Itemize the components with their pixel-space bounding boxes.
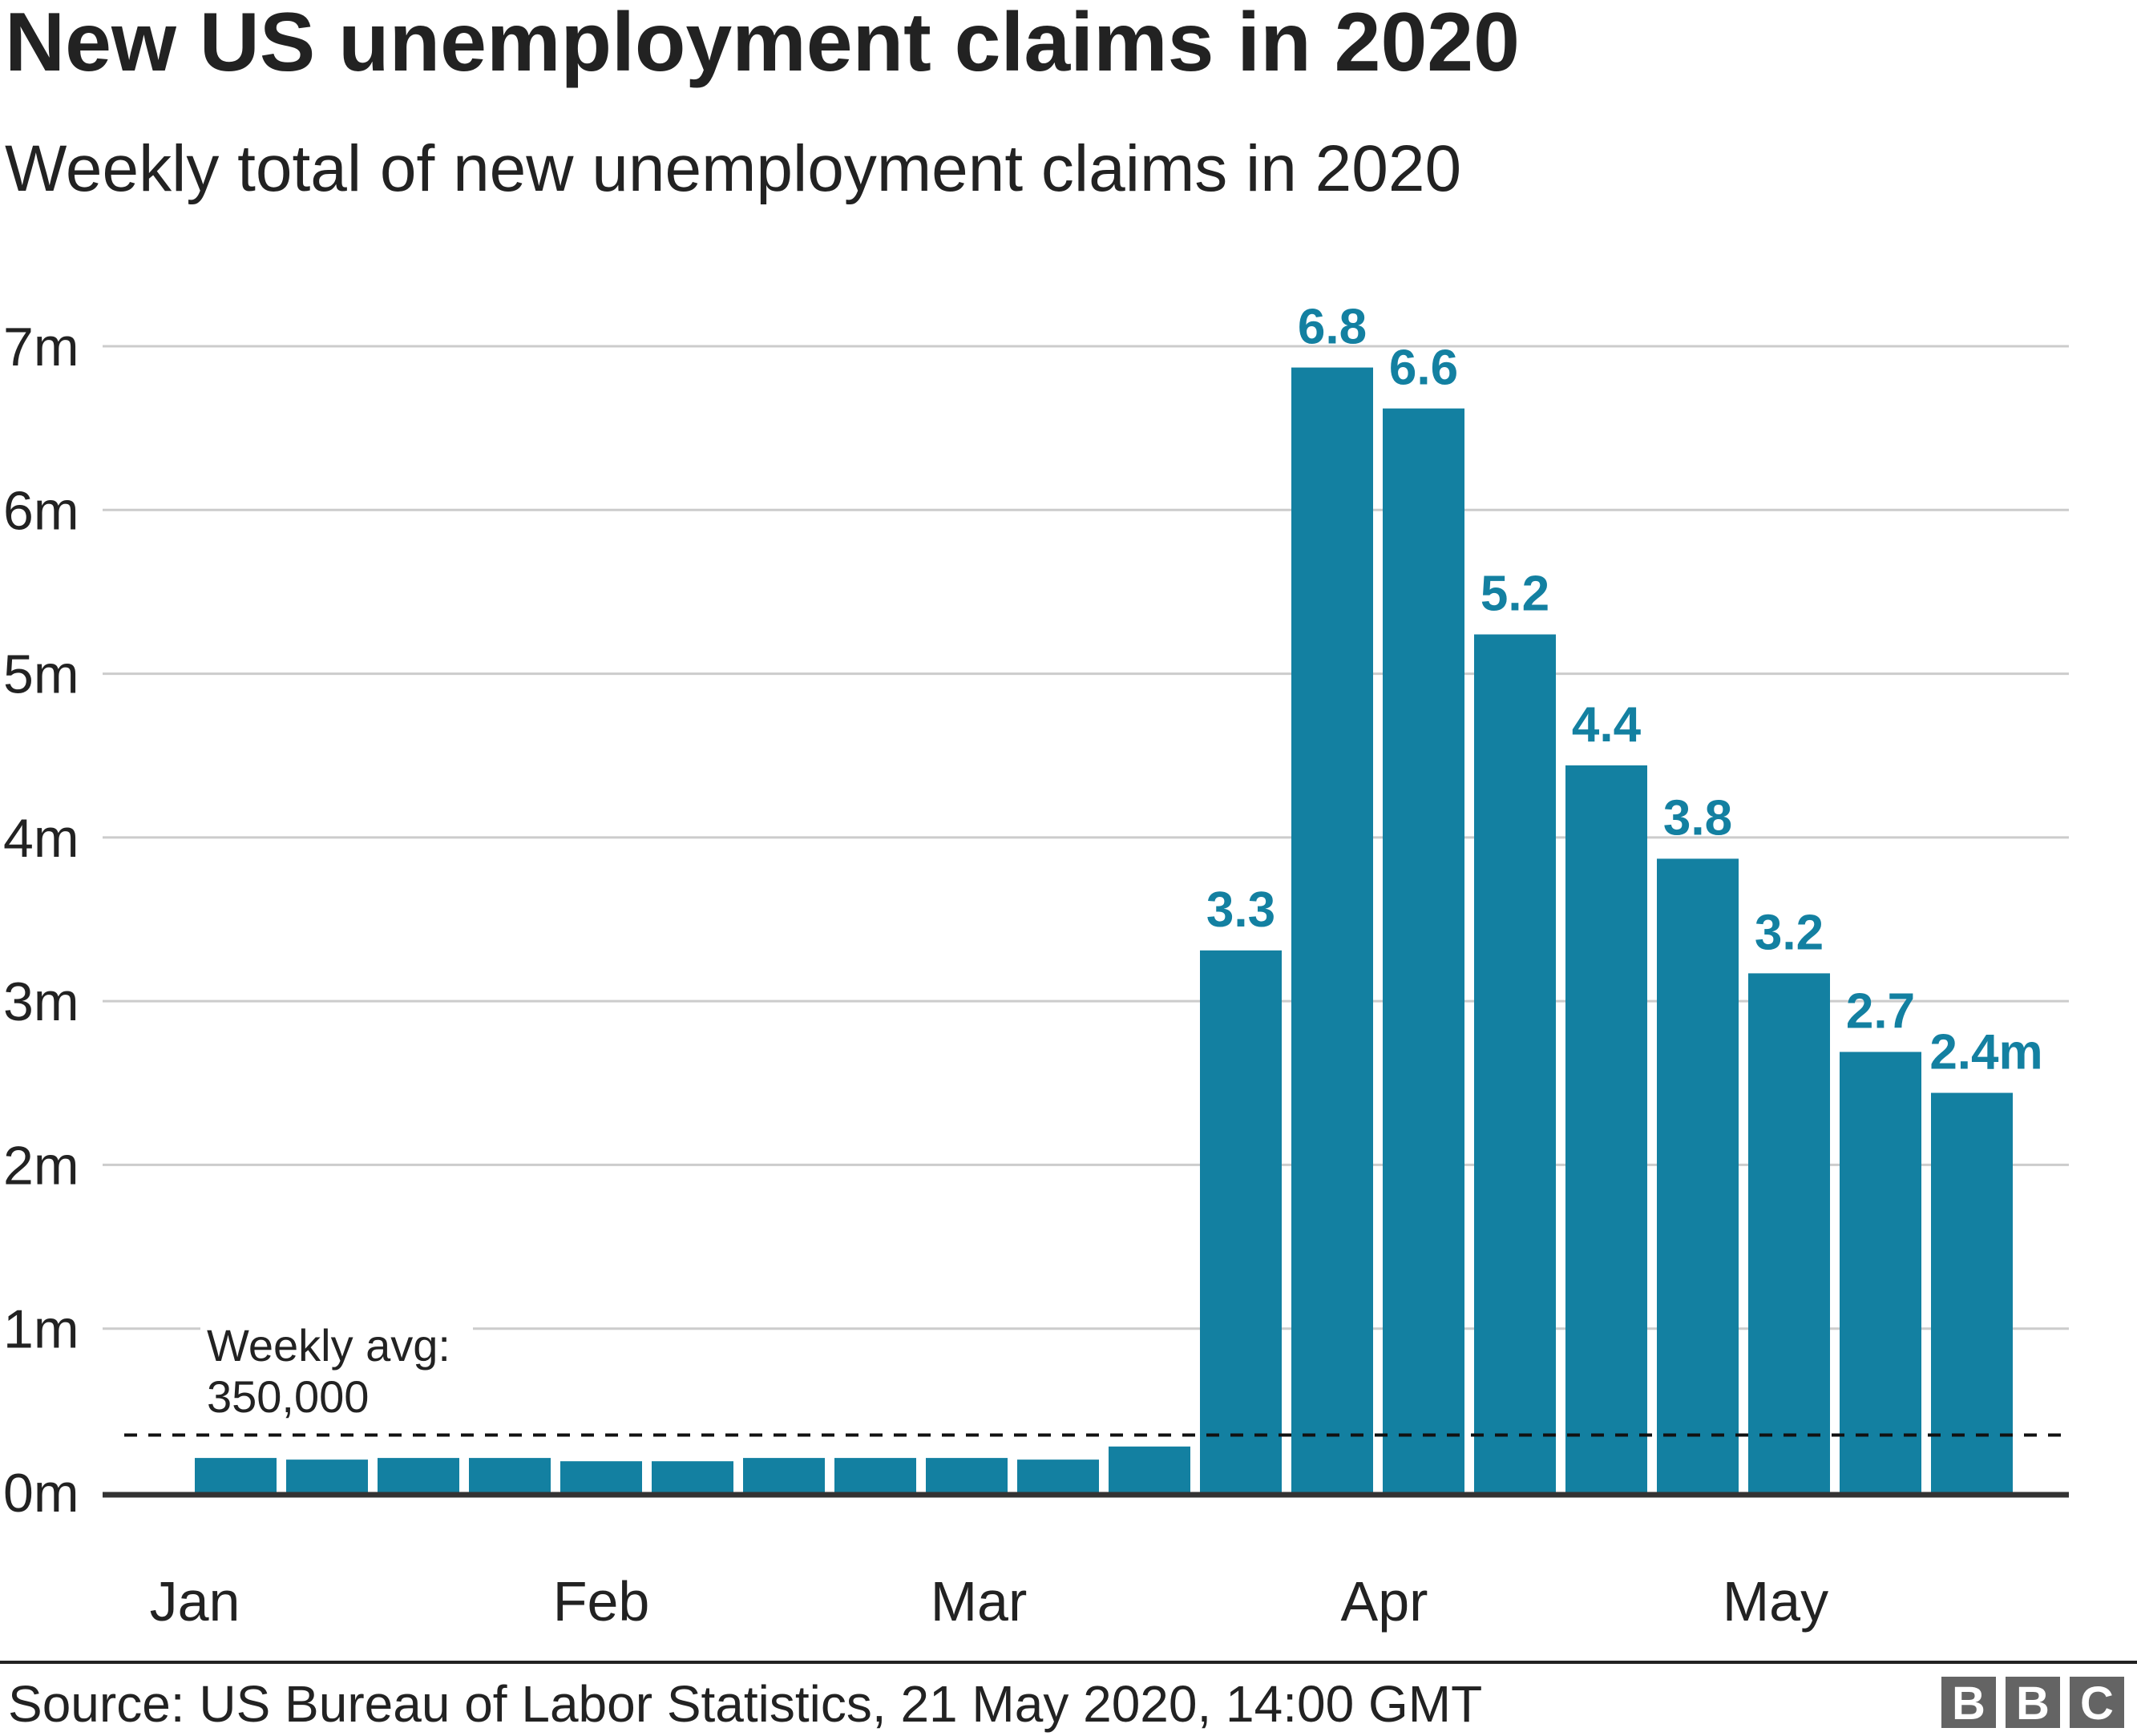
y-tick-label: 3m: [3, 971, 79, 1032]
y-tick-label: 7m: [3, 317, 79, 377]
svg-text:B: B: [1952, 1677, 1986, 1730]
y-tick-label: 5m: [3, 644, 79, 705]
bar: [743, 1458, 825, 1492]
bar: [834, 1458, 916, 1492]
reference-label-line2: 350,000: [207, 1371, 369, 1422]
x-tick-label: Jan: [150, 1570, 240, 1633]
bar: [652, 1461, 733, 1492]
bar: [560, 1461, 642, 1492]
bar: [1383, 408, 1464, 1493]
y-tick-label: 1m: [3, 1299, 79, 1360]
bar: [1565, 765, 1647, 1492]
y-tick-label: 2m: [3, 1135, 79, 1196]
y-tick-label: 4m: [3, 808, 79, 869]
x-axis-ticks: Jan Feb Mar Apr May: [150, 1570, 1829, 1633]
bar: [926, 1458, 1008, 1492]
data-labels: 3.3 6.8 6.6 5.2 4.4 3.8 3.2 2.7 2.4m: [1206, 300, 2043, 1080]
chart-subtitle: Weekly total of new unemployment claims …: [5, 132, 1461, 205]
gridlines: [103, 345, 2069, 1330]
data-label: 3.3: [1206, 882, 1275, 938]
data-label: 4.4: [1572, 697, 1642, 753]
x-tick-label: Apr: [1341, 1570, 1428, 1633]
bar: [195, 1458, 277, 1492]
data-label: 3.2: [1755, 905, 1824, 960]
bar: [286, 1459, 368, 1492]
bar: [1657, 858, 1739, 1492]
x-tick-label: Mar: [931, 1570, 1028, 1633]
bar: [1200, 950, 1282, 1492]
svg-text:B: B: [2016, 1677, 2050, 1730]
data-label: 2.7: [1846, 983, 1915, 1039]
y-tick-label: 6m: [3, 480, 79, 541]
data-label: 5.2: [1481, 567, 1549, 622]
reference-line-group: Weekly avg: 350,000: [124, 1314, 2069, 1437]
bar: [1291, 367, 1373, 1492]
data-label: 3.8: [1663, 790, 1732, 846]
bar: [1474, 634, 1556, 1492]
svg-text:C: C: [2080, 1677, 2114, 1730]
y-tick-label: 0m: [3, 1463, 79, 1524]
data-label: 6.6: [1389, 341, 1458, 396]
source-text: Source: US Bureau of Labor Statistics, 2…: [8, 1675, 1482, 1733]
bar: [1017, 1459, 1099, 1492]
bar: [1109, 1446, 1190, 1492]
bbc-logo: B B C: [1941, 1677, 2124, 1730]
bar: [378, 1458, 459, 1492]
y-axis-ticks: 0m 1m 2m 3m 4m 5m 6m 7m: [3, 317, 79, 1524]
x-tick-label: Feb: [553, 1570, 650, 1633]
bar: [1748, 973, 1830, 1492]
bars: [103, 367, 2069, 1498]
reference-label-line1: Weekly avg:: [207, 1320, 450, 1371]
data-label: 2.4m: [1929, 1025, 2042, 1080]
bar: [1931, 1092, 2013, 1492]
x-tick-label: May: [1723, 1570, 1828, 1633]
bar: [469, 1458, 551, 1492]
bar: [1840, 1052, 1921, 1492]
data-label: 6.8: [1298, 300, 1367, 355]
chart-title: New US unemployment claims in 2020: [5, 0, 1520, 89]
